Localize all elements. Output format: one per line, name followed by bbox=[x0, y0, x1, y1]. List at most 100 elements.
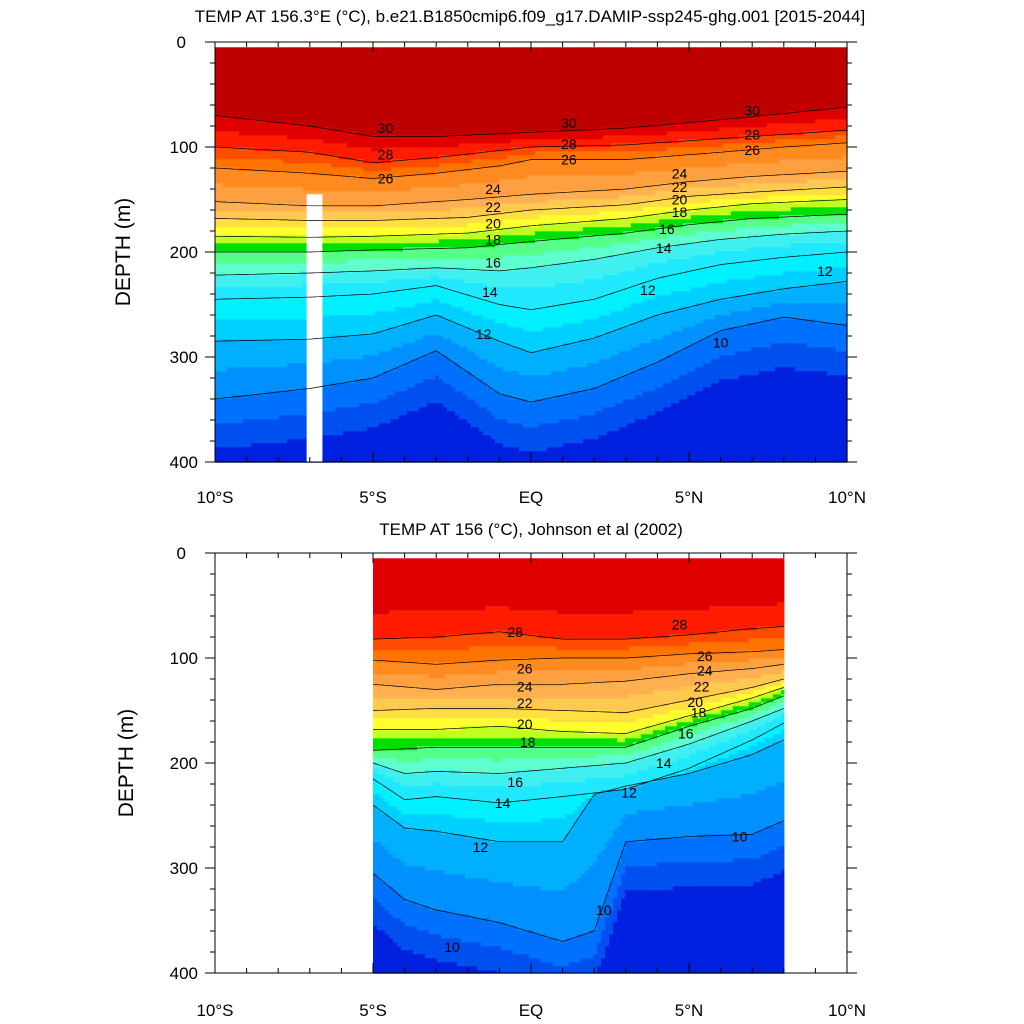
temperature-cell bbox=[339, 443, 344, 448]
temperature-cell bbox=[255, 183, 260, 188]
temperature-cell bbox=[291, 51, 296, 56]
temperature-cell bbox=[243, 111, 248, 116]
temperature-cell bbox=[263, 207, 268, 212]
temperature-cell bbox=[323, 199, 328, 204]
temperature-cell bbox=[279, 407, 284, 412]
temperature-cell bbox=[391, 199, 396, 204]
temperature-cell bbox=[323, 207, 328, 212]
temperature-cell bbox=[311, 79, 316, 84]
temperature-cell bbox=[283, 375, 288, 380]
temperature-cell bbox=[387, 307, 392, 312]
temperature-cell bbox=[223, 327, 228, 332]
temperature-cell bbox=[219, 207, 224, 212]
temperature-cell bbox=[251, 431, 256, 436]
temperature-cell bbox=[323, 231, 328, 236]
temperature-cell bbox=[391, 291, 396, 296]
temperature-cell bbox=[223, 455, 228, 460]
temperature-cell bbox=[287, 151, 292, 156]
temperature-cell bbox=[215, 399, 220, 404]
temperature-cell bbox=[231, 207, 236, 212]
temperature-cell bbox=[239, 407, 244, 412]
temperature-cell bbox=[367, 291, 372, 296]
temperature-cell bbox=[355, 303, 360, 308]
temperature-cell bbox=[219, 195, 224, 200]
temperature-cell bbox=[231, 103, 236, 108]
temperature-cell bbox=[399, 299, 404, 304]
temperature-cell bbox=[303, 83, 308, 88]
temperature-cell bbox=[323, 319, 328, 324]
temperature-cell bbox=[247, 395, 252, 400]
temperature-cell bbox=[267, 439, 272, 444]
temperature-cell bbox=[263, 103, 268, 108]
temperature-cell bbox=[299, 275, 304, 280]
temperature-cell bbox=[263, 107, 268, 112]
temperature-cell bbox=[363, 239, 368, 244]
temperature-cell bbox=[219, 259, 224, 264]
temperature-cell bbox=[295, 375, 300, 380]
temperature-cell bbox=[331, 371, 336, 376]
temperature-cell bbox=[399, 143, 404, 148]
temperature-cell bbox=[235, 319, 240, 324]
temperature-cell bbox=[235, 119, 240, 124]
temperature-cell bbox=[363, 299, 368, 304]
temperature-cell bbox=[279, 347, 284, 352]
temperature-cell bbox=[331, 103, 336, 108]
temperature-cell bbox=[299, 439, 304, 444]
temperature-cell bbox=[239, 123, 244, 128]
temperature-cell bbox=[379, 275, 384, 280]
temperature-cell bbox=[291, 135, 296, 140]
temperature-cell bbox=[271, 419, 276, 424]
temperature-cell bbox=[343, 187, 348, 192]
temperature-cell bbox=[395, 227, 400, 232]
temperature-cell bbox=[359, 447, 364, 452]
temperature-cell bbox=[259, 375, 264, 380]
temperature-cell bbox=[395, 327, 400, 332]
temperature-cell bbox=[255, 99, 260, 104]
temperature-cell bbox=[275, 195, 280, 200]
temperature-cell bbox=[383, 455, 388, 460]
temperature-cell bbox=[299, 327, 304, 332]
temperature-cell bbox=[231, 423, 236, 428]
temperature-cell bbox=[275, 239, 280, 244]
temperature-cell bbox=[355, 375, 360, 380]
temperature-cell bbox=[387, 407, 392, 412]
temperature-cell bbox=[363, 79, 368, 84]
temperature-cell bbox=[239, 127, 244, 132]
temperature-cell bbox=[399, 283, 404, 288]
temperature-cell bbox=[247, 147, 252, 152]
temperature-cell bbox=[219, 63, 224, 68]
temperature-cell bbox=[251, 235, 256, 240]
temperature-cell bbox=[251, 375, 256, 380]
temperature-cell bbox=[219, 171, 224, 176]
temperature-cell bbox=[215, 191, 220, 196]
temperature-cell bbox=[379, 239, 384, 244]
temperature-cell bbox=[383, 367, 388, 372]
temperature-cell bbox=[351, 255, 356, 260]
temperature-cell bbox=[275, 171, 280, 176]
temperature-cell bbox=[403, 307, 408, 312]
temperature-cell bbox=[395, 243, 400, 248]
temperature-cell bbox=[335, 327, 340, 332]
temperature-cell bbox=[279, 283, 284, 288]
temperature-cell bbox=[299, 191, 304, 196]
temperature-cell bbox=[243, 431, 248, 436]
temperature-cell bbox=[223, 231, 228, 236]
temperature-cell bbox=[327, 227, 332, 232]
temperature-cell bbox=[299, 399, 304, 404]
temperature-cell bbox=[243, 55, 248, 60]
temperature-cell bbox=[255, 275, 260, 280]
temperature-cell bbox=[363, 307, 368, 312]
temperature-cell bbox=[283, 303, 288, 308]
temperature-cell bbox=[383, 243, 388, 248]
temperature-cell bbox=[215, 299, 220, 304]
temperature-cell bbox=[391, 315, 396, 320]
temperature-cell bbox=[359, 403, 364, 408]
temperature-cell bbox=[231, 379, 236, 384]
temperature-cell bbox=[255, 355, 260, 360]
temperature-cell bbox=[295, 51, 300, 56]
temperature-cell bbox=[267, 179, 272, 184]
temperature-cell bbox=[227, 199, 232, 204]
temperature-cell bbox=[319, 95, 324, 100]
temperature-cell bbox=[307, 187, 312, 192]
temperature-cell bbox=[291, 443, 296, 448]
